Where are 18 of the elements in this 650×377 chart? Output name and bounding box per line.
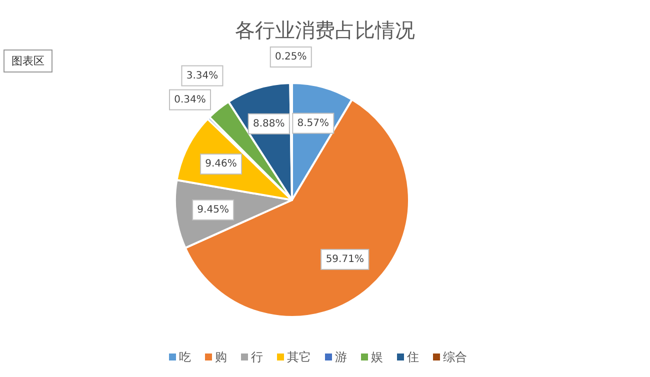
- legend-label: 吃: [179, 350, 191, 364]
- legend-label: 其它: [287, 350, 311, 364]
- legend-label: 购: [215, 350, 227, 364]
- legend-label: 住: [406, 350, 419, 364]
- data-label: 0.34%: [174, 94, 206, 106]
- data-label: 3.34%: [186, 70, 218, 82]
- legend-label: 综合: [443, 350, 467, 364]
- data-label: 0.25%: [274, 52, 307, 63]
- legend-label: 娱: [371, 350, 383, 364]
- data-label: 9.45%: [197, 204, 229, 216]
- legend-label: 游: [335, 350, 347, 364]
- legend-label: 行: [251, 350, 263, 364]
- data-label: 59.71%: [326, 254, 364, 265]
- data-label: 8.57%: [297, 118, 330, 129]
- data-label: 9.46%: [205, 158, 237, 170]
- annotation: 图表区: [4, 50, 52, 72]
- chart-title: 各行业消费占比情况: [235, 18, 415, 42]
- data-label: 8.88%: [253, 118, 285, 130]
